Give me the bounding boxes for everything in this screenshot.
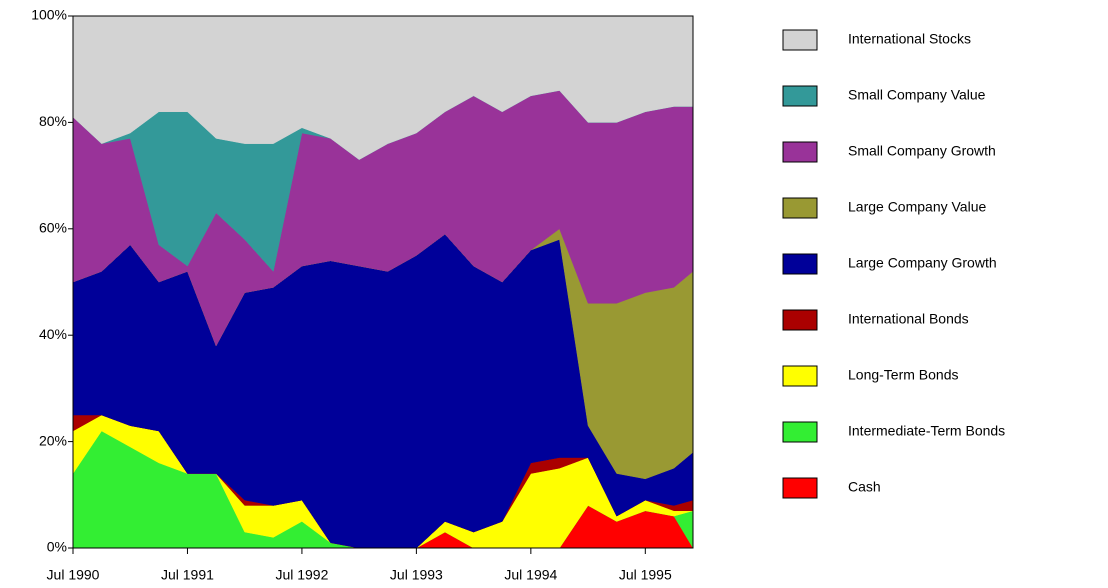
legend-swatch [782,29,818,51]
y-tick-label: 80% [39,113,67,129]
x-tick-label: Jul 1991 [161,567,214,583]
legend-label: Large Company Value [848,199,986,215]
legend-swatch [782,197,818,219]
plot-frame [72,15,694,549]
legend-label: Large Company Growth [848,255,997,271]
legend-label: Small Company Growth [848,143,996,159]
x-tick-label: Jul 1995 [619,567,672,583]
y-tick-label: 100% [31,7,67,23]
x-tick-label: Jul 1993 [390,567,443,583]
y-tick-label: 20% [39,432,67,448]
y-tick-label: 0% [47,539,67,555]
legend-swatch [782,253,818,275]
legend-swatch [782,365,818,387]
legend-swatch [782,85,818,107]
legend-label: International Bonds [848,311,969,327]
y-tick-label: 40% [39,326,67,342]
y-tick-label: 60% [39,220,67,236]
x-tick-label: Jul 1992 [275,567,328,583]
x-tick-label: Jul 1990 [47,567,100,583]
x-tick-label: Jul 1994 [504,567,557,583]
legend-label: International Stocks [848,31,971,47]
legend-swatch [782,477,818,499]
legend-swatch [782,309,818,331]
legend-swatch [782,141,818,163]
legend-swatch [782,421,818,443]
legend-label: Small Company Value [848,87,986,103]
legend-label: Cash [848,479,881,495]
legend-label: Intermediate-Term Bonds [848,423,1005,439]
legend-label: Long-Term Bonds [848,367,959,383]
